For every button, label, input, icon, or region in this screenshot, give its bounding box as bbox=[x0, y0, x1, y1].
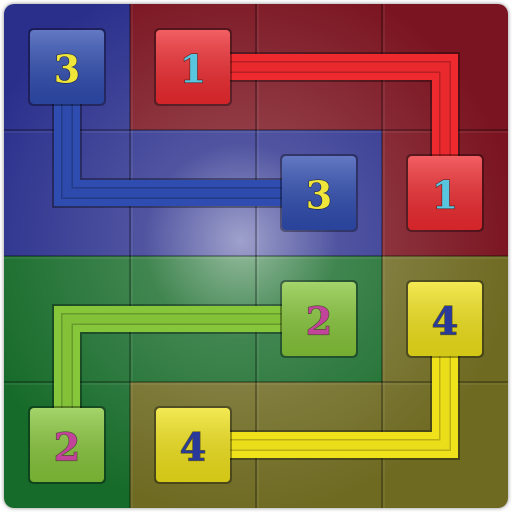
endpoint-tile-3[interactable]: 3 bbox=[280, 154, 358, 232]
path-4-core bbox=[193, 319, 450, 450]
endpoint-tile-3[interactable]: 3 bbox=[28, 28, 106, 106]
puzzle-grid: 1 1 2 2 3 3 4 4 bbox=[4, 4, 508, 508]
endpoint-tile-2[interactable]: 2 bbox=[280, 280, 358, 358]
tile-number: 3 bbox=[54, 47, 80, 92]
tile-shine bbox=[282, 156, 356, 230]
tile-shine bbox=[408, 282, 482, 356]
puzzle-board[interactable]: 1 1 2 2 3 3 4 4 bbox=[4, 4, 508, 508]
tile-shine bbox=[156, 408, 230, 482]
path-2-core bbox=[62, 314, 319, 445]
tile-shine bbox=[30, 408, 104, 482]
endpoint-tile-2[interactable]: 2 bbox=[28, 406, 106, 484]
endpoint-tile-1[interactable]: 1 bbox=[406, 154, 484, 232]
tile-shine bbox=[30, 30, 104, 104]
tile-number: 2 bbox=[306, 299, 332, 344]
path-1-core bbox=[193, 62, 450, 193]
endpoint-tile-4[interactable]: 4 bbox=[154, 406, 232, 484]
tile-number: 4 bbox=[432, 299, 458, 344]
tile-shine bbox=[156, 30, 230, 104]
path-3-core bbox=[62, 67, 319, 198]
tile-shine bbox=[408, 156, 482, 230]
tile-number: 4 bbox=[180, 425, 206, 470]
tile-number: 1 bbox=[180, 47, 206, 92]
tile-shine bbox=[282, 282, 356, 356]
endpoint-tile-4[interactable]: 4 bbox=[406, 280, 484, 358]
endpoint-tile-1[interactable]: 1 bbox=[154, 28, 232, 106]
tile-number: 3 bbox=[306, 173, 332, 218]
tile-number: 2 bbox=[54, 425, 80, 470]
tile-number: 1 bbox=[432, 173, 458, 218]
